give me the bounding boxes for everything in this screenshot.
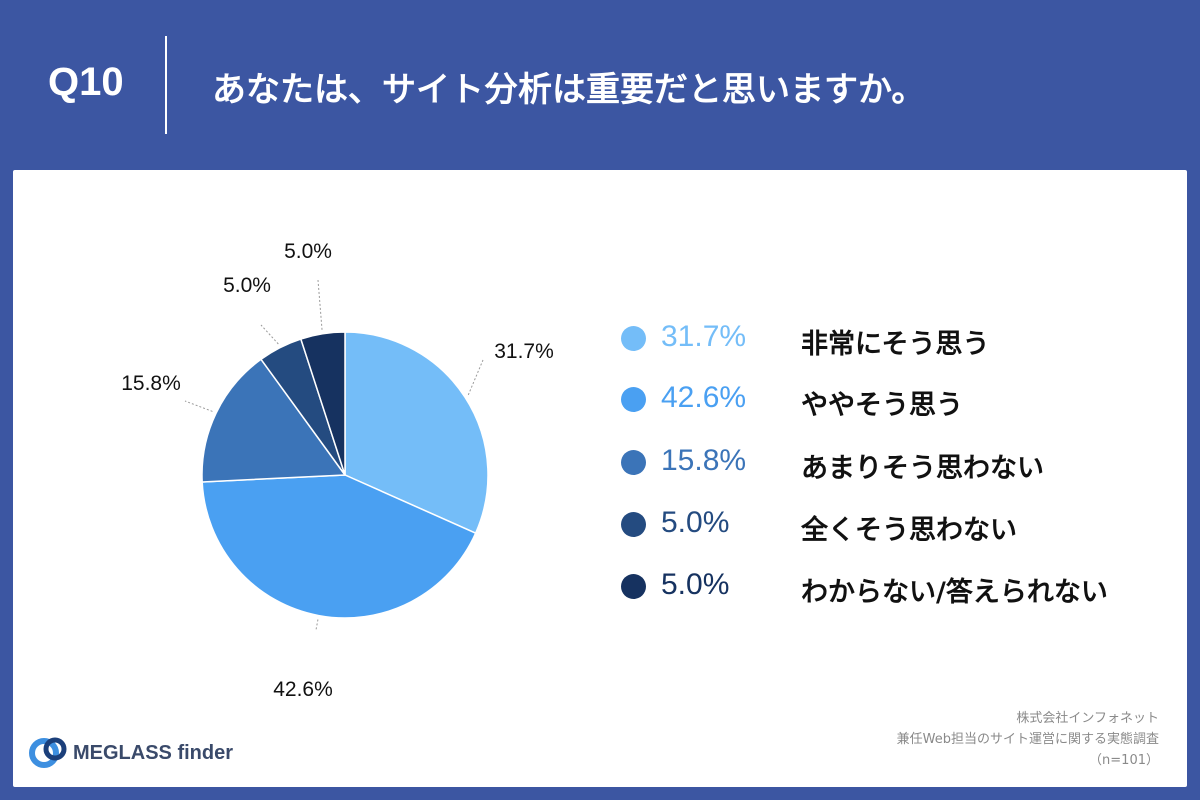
header-divider <box>165 36 167 134</box>
leader-line <box>467 359 484 396</box>
brand-logo: MEGLASS finder <box>29 736 259 770</box>
leader-line <box>260 324 279 345</box>
data-label: 5.0% <box>284 240 332 263</box>
legend-item: 42.6% ややそう思う <box>621 379 1181 421</box>
brand-name: MEGLASS finder <box>73 742 234 764</box>
legend-swatch <box>621 450 646 475</box>
legend-swatch <box>621 574 646 599</box>
legend-percent: 31.7% <box>661 320 747 353</box>
pie-chart: 31.7% 42.6% 15.8% 5.0% 5.0% <box>121 240 554 701</box>
pie-slice <box>201 358 347 483</box>
chart-panel: 31.7% 42.6% 15.8% 5.0% 5.0% 31.7% 非常にそう思う 42… <box>13 170 1187 787</box>
legend-item: 31.7% 非常にそう思う <box>621 318 1181 360</box>
legend-label: 全くそう思わない <box>801 515 1017 546</box>
legend-swatch <box>621 512 646 537</box>
legend-label: ややそう思う <box>801 390 963 421</box>
source-survey: 兼任Web担当のサイト運営に関する実態調査 <box>896 732 1159 747</box>
question-title: あなたは、サイト分析は重要だと思いますか。 <box>212 70 926 110</box>
legend-label: わからない/答えられない <box>801 577 1108 608</box>
legend-item: 5.0% 全くそう思わない <box>621 504 1181 546</box>
data-label: 5.0% <box>223 274 271 297</box>
legend-swatch <box>621 326 646 351</box>
data-label: 42.6% <box>273 678 333 701</box>
legend-label: あまりそう思わない <box>801 453 1044 484</box>
source-sample-size: （n=101） <box>1089 753 1159 768</box>
data-label: 31.7% <box>494 340 554 363</box>
pie-slice <box>344 331 489 535</box>
meglass-logo-icon <box>29 737 67 768</box>
leader-line <box>317 279 323 330</box>
legend-percent: 42.6% <box>661 381 747 414</box>
legend-percent: 5.0% <box>661 506 730 539</box>
legend-swatch <box>621 387 646 412</box>
pie-slice <box>201 474 477 619</box>
pie-slice <box>299 331 346 476</box>
data-label: 15.8% <box>121 372 181 395</box>
legend-percent: 5.0% <box>661 568 730 601</box>
legend-percent: 15.8% <box>661 444 747 477</box>
leader-line <box>315 619 319 631</box>
leader-line <box>184 400 213 412</box>
question-number: Q10 <box>48 60 124 104</box>
legend-label: 非常にそう思う <box>801 329 990 360</box>
legend-item: 5.0% わからない/答えられない <box>621 566 1181 608</box>
source-note: 株式会社インフォネット 兼任Web担当のサイト運営に関する実態調査 （n=101… <box>897 708 1159 771</box>
legend-item: 15.8% あまりそう思わない <box>621 442 1181 484</box>
source-company: 株式会社インフォネット <box>1016 711 1159 726</box>
header: Q10 あなたは、サイト分析は重要だと思いますか。 <box>0 0 1200 170</box>
